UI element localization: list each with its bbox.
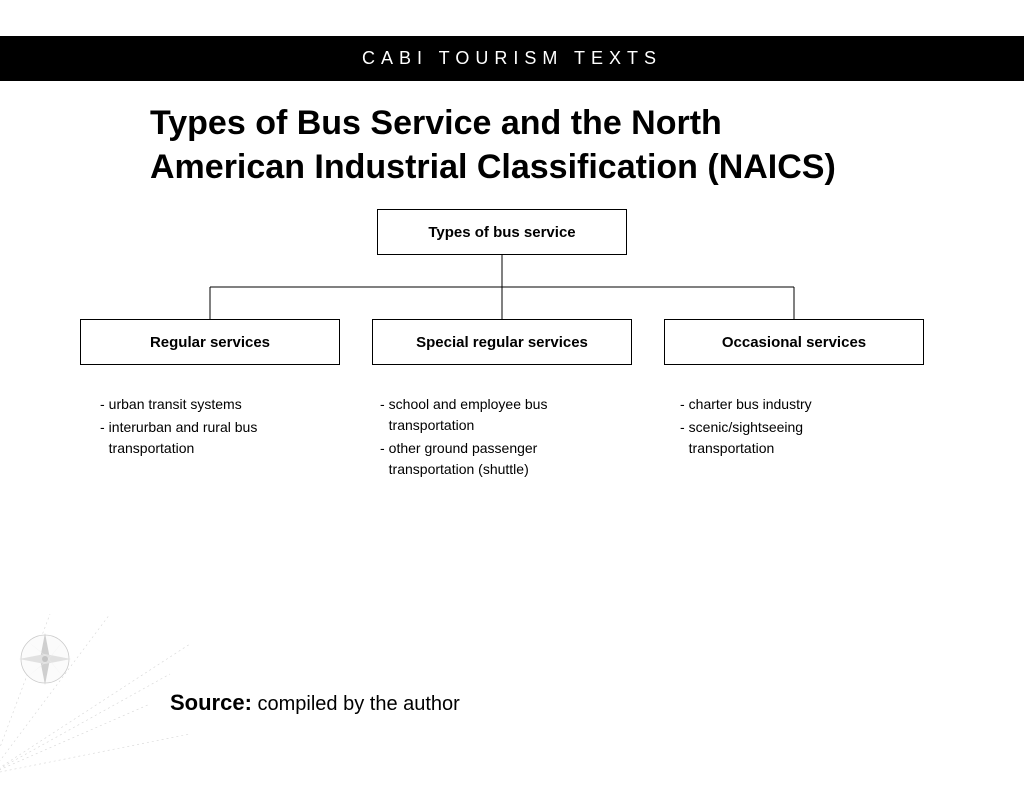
bullet-item: -school and employee bus transportation (380, 394, 600, 436)
bullet-text: charter bus industry (689, 394, 890, 415)
bullet-item: -charter bus industry (680, 394, 890, 415)
bullet-dash: - (100, 417, 109, 459)
source-label: Source: (170, 690, 252, 715)
child-bullets: -school and employee bus transportation-… (380, 394, 600, 482)
compass-decoration-icon (0, 614, 190, 774)
source-text: compiled by the author (257, 693, 459, 715)
hierarchy-diagram: Types of bus serviceRegular services-urb… (0, 209, 1024, 569)
bullet-dash: - (380, 438, 389, 480)
bullet-text: interurban and rural bus transportation (109, 417, 310, 459)
bullet-dash: - (100, 394, 109, 415)
page-title-block: Types of Bus Service and the North Ameri… (0, 81, 1024, 189)
bullet-item: -other ground passenger transportation (… (380, 438, 600, 480)
bullet-text: school and employee bus transportation (389, 394, 600, 436)
bullet-item: -interurban and rural bus transportation (100, 417, 310, 459)
bullet-dash: - (380, 394, 389, 436)
page-title: Types of Bus Service and the North Ameri… (150, 101, 874, 189)
root-node: Types of bus service (377, 209, 627, 255)
connector-lines (0, 209, 1024, 569)
child-node: Special regular services (372, 319, 632, 365)
header-bar: CABI TOURISM TEXTS (0, 36, 1024, 81)
child-node: Regular services (80, 319, 340, 365)
bullet-dash: - (680, 394, 689, 415)
bullet-text: scenic/sightseeing transportation (689, 417, 890, 459)
child-bullets: -urban transit systems-interurban and ru… (100, 394, 310, 461)
source-line: Source: compiled by the author (170, 690, 460, 716)
bullet-dash: - (680, 417, 689, 459)
header-text: CABI TOURISM TEXTS (362, 48, 662, 68)
child-node: Occasional services (664, 319, 924, 365)
bullet-text: other ground passenger transportation (s… (389, 438, 600, 480)
child-bullets: -charter bus industry-scenic/sightseeing… (680, 394, 890, 461)
bullet-item: -urban transit systems (100, 394, 310, 415)
bullet-text: urban transit systems (109, 394, 310, 415)
bullet-item: -scenic/sightseeing transportation (680, 417, 890, 459)
